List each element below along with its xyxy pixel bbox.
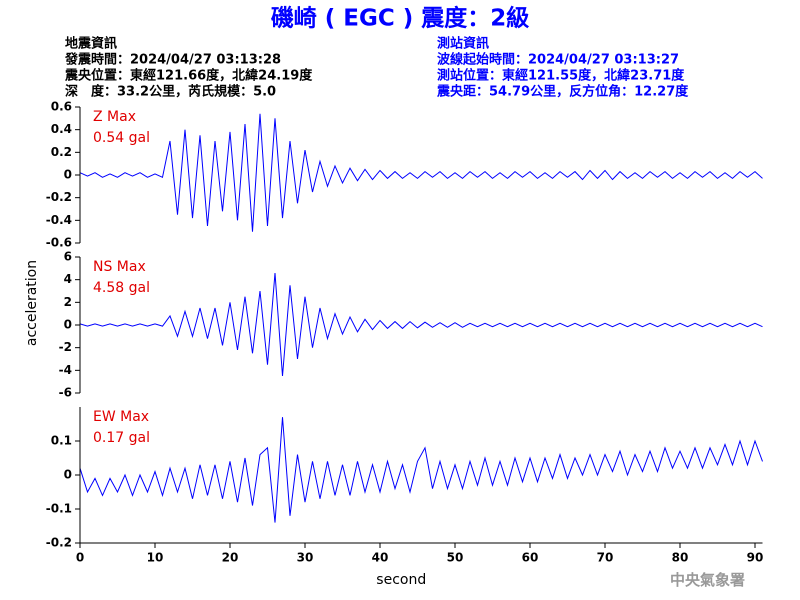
- waveform: [79, 113, 763, 232]
- y-tick-label: -0.2: [46, 536, 72, 550]
- x-tick-label: 0: [76, 551, 84, 565]
- y-tick-label: 6: [64, 250, 72, 264]
- y-tick-label: -0.1: [46, 502, 72, 516]
- info-line: 波線起始時間：2024/04/27 03:13:27: [437, 52, 679, 68]
- annotation: EW Max: [93, 409, 149, 425]
- y-tick-label: 0.2: [51, 145, 72, 159]
- x-tick-label: 90: [747, 551, 764, 565]
- y-tick-label: 2: [64, 295, 72, 309]
- annotation: 4.58 gal: [93, 280, 150, 296]
- y-tick-label: -0.2: [46, 190, 72, 204]
- y-tick-label: 0: [64, 318, 72, 332]
- info-line: 震央距：54.79公里，反方位角：12.27度: [436, 84, 689, 100]
- y-tick-label: 0.6: [51, 100, 72, 114]
- x-tick-label: 60: [522, 551, 539, 565]
- annotation: NS Max: [93, 259, 146, 275]
- y-tick-label: 0: [64, 168, 72, 182]
- y-tick-label: 0.4: [51, 122, 72, 136]
- info-line: 發震時間：2024/04/27 03:13:28: [64, 52, 281, 68]
- y-tick-label: 0.1: [51, 434, 72, 448]
- title: 磯崎 ( EGC ) 震度：2級: [271, 5, 530, 32]
- x-tick-label: 50: [447, 551, 464, 565]
- info-line: 測站資訊: [437, 36, 489, 52]
- annotation: 0.54 gal: [93, 130, 150, 146]
- x-axis-label: second: [376, 572, 426, 588]
- y-tick-label: -4: [59, 363, 72, 377]
- y-tick-label: -0.6: [46, 236, 72, 250]
- x-tick-label: 80: [672, 551, 689, 565]
- y-tick-label: 4: [64, 272, 72, 286]
- annotation: 0.17 gal: [93, 430, 150, 446]
- waveform: [79, 417, 763, 523]
- y-axis-label: acceleration: [24, 260, 40, 346]
- y-tick-label: -0.4: [46, 213, 72, 227]
- y-tick-label: -2: [59, 340, 72, 354]
- x-tick-label: 10: [147, 551, 164, 565]
- waveform: [79, 273, 763, 377]
- x-tick-label: 40: [372, 551, 389, 565]
- footer: 中央氣象署: [670, 571, 745, 589]
- x-tick-label: 30: [297, 551, 314, 565]
- y-tick-label: 0: [64, 468, 72, 482]
- y-tick-label: -6: [59, 386, 72, 400]
- info-line: 深 度：33.2公里，芮氏規模：5.0: [65, 84, 276, 100]
- annotation: Z Max: [93, 109, 136, 125]
- info-line: 震央位置：東經121.66度，北緯24.19度: [64, 68, 313, 84]
- info-line: 測站位置：東經121.55度，北緯23.71度: [437, 68, 685, 84]
- x-tick-label: 70: [597, 551, 614, 565]
- x-tick-label: 20: [222, 551, 239, 565]
- info-line: 地震資訊: [65, 36, 117, 52]
